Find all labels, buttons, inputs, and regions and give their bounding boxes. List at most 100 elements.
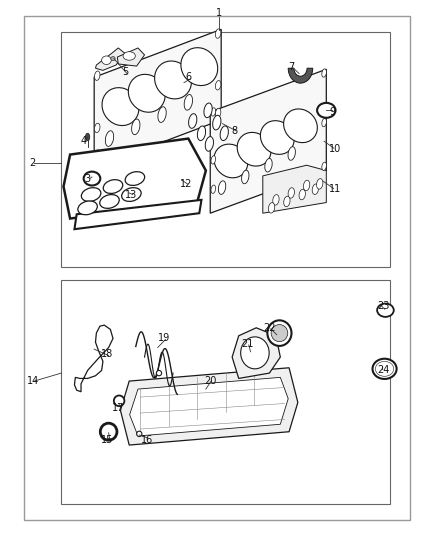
- Ellipse shape: [215, 108, 221, 118]
- Text: 3: 3: [85, 174, 91, 183]
- Ellipse shape: [122, 188, 141, 201]
- Text: 13: 13: [125, 190, 138, 199]
- Ellipse shape: [372, 359, 397, 379]
- Ellipse shape: [95, 71, 100, 80]
- Text: 21: 21: [241, 339, 254, 349]
- Ellipse shape: [220, 126, 228, 141]
- Ellipse shape: [219, 181, 226, 195]
- Ellipse shape: [131, 119, 140, 135]
- Ellipse shape: [284, 196, 290, 207]
- Ellipse shape: [156, 370, 162, 376]
- Text: 12: 12: [180, 179, 192, 189]
- Ellipse shape: [317, 179, 323, 189]
- Ellipse shape: [158, 107, 166, 123]
- Ellipse shape: [322, 118, 326, 127]
- Ellipse shape: [81, 188, 101, 201]
- Text: 20: 20: [204, 376, 216, 386]
- Ellipse shape: [198, 126, 205, 141]
- Ellipse shape: [268, 203, 275, 213]
- Polygon shape: [232, 328, 280, 378]
- Ellipse shape: [105, 131, 114, 147]
- Ellipse shape: [100, 423, 117, 440]
- Ellipse shape: [103, 180, 123, 193]
- Ellipse shape: [102, 87, 139, 126]
- Text: 10: 10: [329, 144, 341, 154]
- Ellipse shape: [84, 172, 100, 185]
- Ellipse shape: [242, 170, 249, 184]
- Ellipse shape: [102, 56, 111, 64]
- Bar: [24, 16, 410, 520]
- Text: 14: 14: [27, 376, 39, 386]
- Ellipse shape: [204, 103, 212, 118]
- Ellipse shape: [211, 108, 215, 116]
- Text: 22: 22: [263, 323, 276, 333]
- Ellipse shape: [240, 337, 269, 369]
- Text: 7: 7: [288, 62, 294, 71]
- Text: 4: 4: [80, 136, 86, 146]
- Polygon shape: [117, 48, 145, 66]
- Ellipse shape: [78, 201, 97, 215]
- Ellipse shape: [189, 114, 197, 128]
- Bar: [61, 280, 390, 504]
- Ellipse shape: [375, 361, 394, 376]
- Polygon shape: [120, 368, 298, 445]
- Text: 19: 19: [158, 334, 170, 343]
- Polygon shape: [64, 139, 206, 219]
- Ellipse shape: [377, 304, 394, 317]
- Polygon shape: [263, 165, 326, 213]
- Polygon shape: [130, 377, 288, 436]
- Ellipse shape: [125, 172, 145, 185]
- Polygon shape: [94, 29, 221, 168]
- Text: 1: 1: [216, 9, 222, 18]
- Text: 24: 24: [377, 366, 389, 375]
- Polygon shape: [74, 325, 113, 392]
- Polygon shape: [95, 48, 125, 70]
- Text: 16: 16: [141, 435, 153, 445]
- Polygon shape: [74, 200, 201, 229]
- Ellipse shape: [155, 61, 191, 99]
- Ellipse shape: [85, 133, 90, 141]
- Text: 8: 8: [231, 126, 237, 135]
- Ellipse shape: [273, 195, 279, 205]
- Ellipse shape: [137, 431, 142, 437]
- Ellipse shape: [211, 156, 215, 164]
- Text: 17: 17: [112, 403, 124, 413]
- Ellipse shape: [111, 56, 115, 61]
- Ellipse shape: [322, 69, 326, 77]
- Ellipse shape: [237, 132, 271, 166]
- Bar: [61, 32, 390, 266]
- Ellipse shape: [214, 144, 248, 178]
- Ellipse shape: [312, 184, 318, 195]
- Ellipse shape: [95, 123, 100, 133]
- Ellipse shape: [260, 120, 294, 155]
- Text: 15: 15: [101, 435, 113, 445]
- Ellipse shape: [215, 80, 221, 90]
- Ellipse shape: [123, 52, 135, 60]
- Ellipse shape: [267, 320, 292, 346]
- Ellipse shape: [265, 158, 272, 172]
- Ellipse shape: [181, 47, 218, 86]
- Ellipse shape: [128, 74, 165, 112]
- Ellipse shape: [95, 150, 100, 159]
- Ellipse shape: [213, 115, 221, 130]
- Text: 6: 6: [185, 72, 191, 82]
- Ellipse shape: [205, 136, 213, 151]
- Ellipse shape: [304, 180, 310, 191]
- Ellipse shape: [288, 147, 295, 160]
- Ellipse shape: [271, 325, 288, 342]
- Text: 9: 9: [330, 107, 336, 117]
- Text: 5: 5: [122, 67, 128, 77]
- Text: 18: 18: [101, 350, 113, 359]
- Ellipse shape: [288, 188, 294, 198]
- Ellipse shape: [184, 94, 193, 110]
- Ellipse shape: [283, 109, 318, 143]
- Polygon shape: [210, 69, 326, 213]
- Ellipse shape: [299, 189, 305, 200]
- Ellipse shape: [100, 195, 119, 208]
- Ellipse shape: [317, 103, 336, 118]
- Text: 2: 2: [30, 158, 36, 167]
- Ellipse shape: [322, 162, 326, 171]
- Text: 11: 11: [329, 184, 341, 194]
- Ellipse shape: [215, 29, 221, 38]
- Wedge shape: [288, 68, 313, 83]
